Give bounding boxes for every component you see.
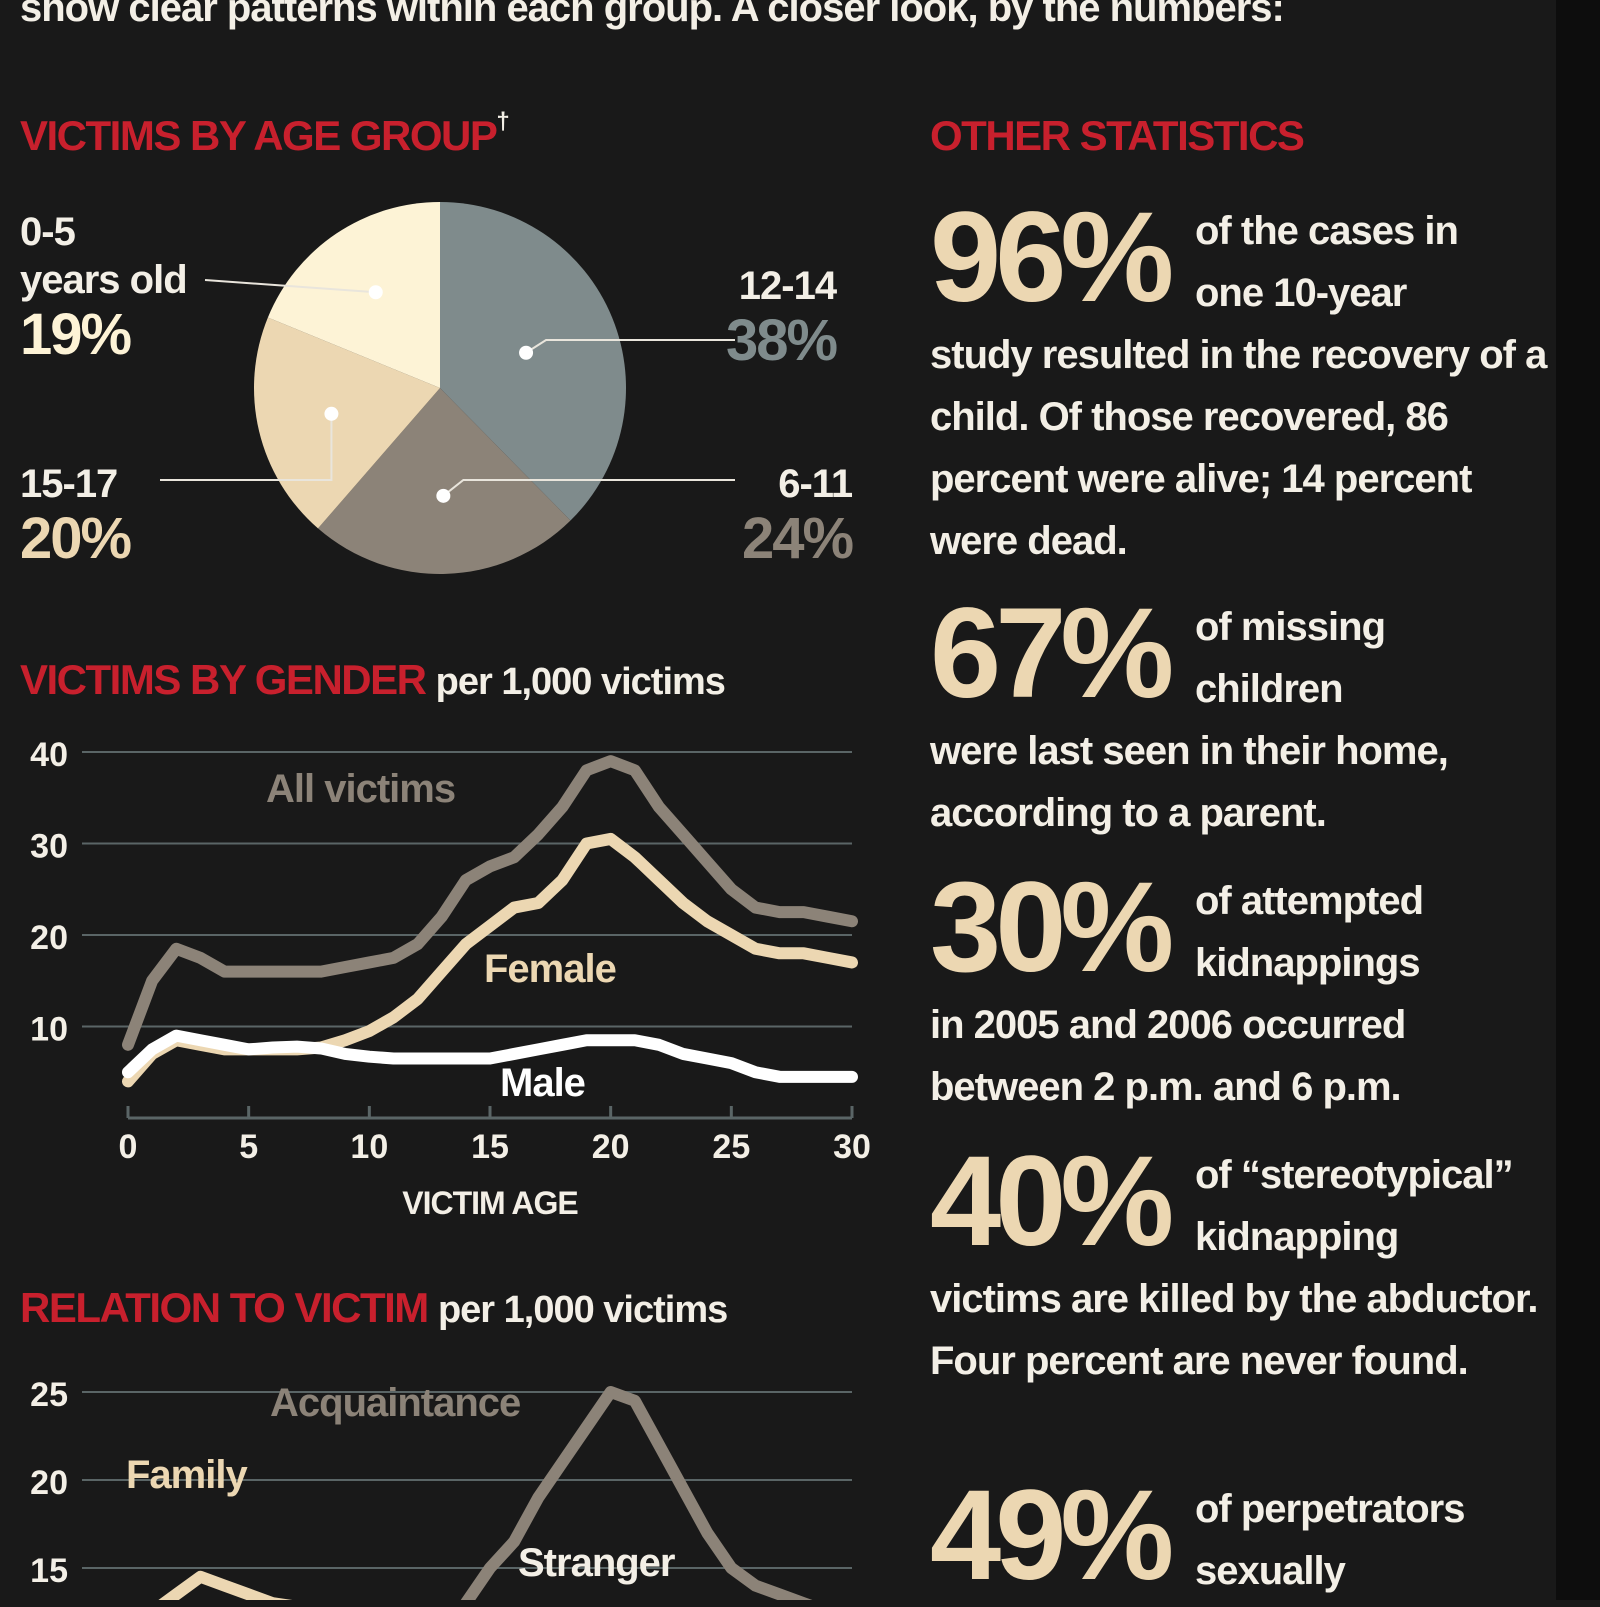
pie-leader-12-14	[525, 339, 735, 354]
pie-leader-6-11	[442, 479, 735, 497]
x-tick-label: 25	[712, 1128, 750, 1166]
relation-subtitle: per 1,000 victims	[437, 1289, 728, 1331]
pie-dot-12-14	[519, 345, 534, 360]
pie-dot-15-17	[324, 406, 339, 421]
pie-pct-6-11: 24%	[742, 506, 854, 571]
stat-rest-text: study resulted in the recovery of a chil…	[930, 333, 1547, 563]
pie-label-6-11: 6-11 24%	[742, 460, 854, 571]
stat-big-number: 30%	[930, 856, 1174, 999]
y-tick-label: 25	[30, 1376, 68, 1414]
dagger-mark: †	[496, 108, 509, 135]
stat-lead: of the cases in one 10-year	[1195, 200, 1459, 324]
stat-lead-line1: of “stereotypical”	[1195, 1153, 1514, 1197]
right-edge-strip	[1556, 0, 1600, 1600]
gender-section-title: VICTIMS BY GENDER per 1,000 victims	[20, 656, 726, 704]
pie-label-0-5: 0-5 years old 19%	[20, 208, 188, 367]
stats-section-title: OTHER STATISTICS	[930, 112, 1305, 159]
y-tick-label: 15	[30, 1552, 68, 1590]
x-tick-label: 15	[471, 1128, 509, 1166]
y-tick-label: 20	[30, 919, 68, 957]
pie-slice-12-14	[440, 202, 627, 521]
pie-label-0-5-line2: years old	[20, 258, 188, 302]
intro-text: show clear patterns within each group. A…	[20, 0, 1285, 30]
pie-dot-6-11	[436, 488, 451, 503]
x-tick-label: 0	[119, 1128, 138, 1166]
pie-slice-0-5-years-old	[267, 202, 440, 388]
stat-lead: of missing children	[1195, 596, 1386, 720]
stat-lead-line1: of attempted	[1195, 879, 1424, 923]
stat-lead: of attempted kidnappings	[1195, 870, 1424, 994]
stat-lead-line1: of the cases in	[1195, 209, 1459, 253]
series-line-all-victims	[122, 755, 858, 1051]
pie-pct-12-14: 38%	[726, 308, 838, 373]
relation-line-chart: 15 20 25 Acquaintance Family Stranger	[30, 1376, 852, 1600]
pie-leader-0-5-years-old	[204, 279, 376, 294]
series-label-family: Family	[126, 1453, 248, 1497]
x-axis-title: VICTIM AGE	[402, 1185, 578, 1221]
x-tick-label: 10	[350, 1128, 388, 1166]
pie-pct-0-5: 19%	[20, 302, 132, 367]
pie-label-15-17-text: 15-17	[20, 462, 118, 506]
pie-label-0-5-line1: 0-5	[20, 210, 76, 254]
stat-big-number: 40%	[930, 1130, 1174, 1273]
stat-lead-line2: kidnappings	[1195, 941, 1421, 985]
x-tick-label: 30	[833, 1128, 871, 1166]
stat-lead: of perpetrators sexually	[1195, 1478, 1465, 1602]
pie-slice-15-17	[254, 317, 440, 529]
y-tick-label: 40	[30, 736, 68, 774]
x-tick-label: 5	[239, 1128, 258, 1166]
pie-label-15-17: 15-17 20%	[20, 460, 132, 571]
pie-label-6-11-text: 6-11	[778, 462, 853, 506]
series-label-stranger: Stranger	[518, 1541, 675, 1585]
series-line-acquaintance	[460, 1386, 813, 1600]
stat-lead-line1: of missing	[1195, 605, 1386, 649]
gender-subtitle: per 1,000 victims	[435, 661, 726, 703]
y-tick-label: 10	[30, 1011, 68, 1049]
gender-line-chart: 10 20 30 40 0 5 10 15 20 25 30 VICTIM AGE All victim…	[30, 736, 871, 1221]
y-tick-label: 20	[30, 1464, 68, 1502]
relation-section-title: RELATION TO VICTIM per 1,000 victims	[20, 1284, 728, 1332]
stat-big-number: 49%	[930, 1464, 1174, 1607]
stat-lead-line2: sexually	[1195, 1549, 1346, 1593]
series-line-male	[122, 1029, 858, 1083]
series-line-family	[158, 1570, 293, 1600]
stat-lead-line2: kidnapping	[1195, 1215, 1399, 1259]
stat-rest-text: in 2005 and 2006 occurred between 2 p.m.…	[930, 1003, 1406, 1109]
pie-slice-6-11	[317, 388, 571, 574]
series-label-all-victims: All victims	[266, 767, 455, 811]
pie-pct-15-17: 20%	[20, 506, 132, 571]
stat-lead-line2: children	[1195, 667, 1344, 711]
series-label-female: Female	[484, 947, 616, 991]
series-label-acquaintance: Acquaintance	[270, 1381, 520, 1425]
stat-lead: of “stereotypical” kidnapping	[1195, 1144, 1514, 1268]
stat-rest-text: victims are killed by the abductor. Four…	[930, 1277, 1538, 1383]
pie-leader-15-17	[160, 413, 333, 481]
pie-label-12-14-text: 12-14	[738, 264, 837, 308]
y-tick-label: 30	[30, 828, 68, 866]
age-title-text: VICTIMS BY AGE GROUP	[20, 112, 498, 159]
stat-big-number: 67%	[930, 582, 1174, 725]
gender-title-text: VICTIMS BY GENDER	[20, 656, 427, 703]
age-pie-chart	[160, 202, 735, 574]
stat-lead-line1: of perpetrators	[1195, 1487, 1465, 1531]
relation-title-text: RELATION TO VICTIM	[20, 1284, 429, 1331]
series-label-male: Male	[500, 1061, 585, 1105]
age-section-title: VICTIMS BY AGE GROUP†	[20, 108, 510, 160]
x-tick-label: 20	[592, 1128, 630, 1166]
stat-lead-line2: one 10-year	[1195, 271, 1407, 315]
pie-dot-0-5-years-old	[368, 285, 383, 300]
stat-big-number: 96%	[930, 186, 1174, 329]
pie-label-12-14: 12-14 38%	[726, 262, 838, 373]
stat-rest-text: were last seen in their home, according …	[930, 729, 1449, 835]
